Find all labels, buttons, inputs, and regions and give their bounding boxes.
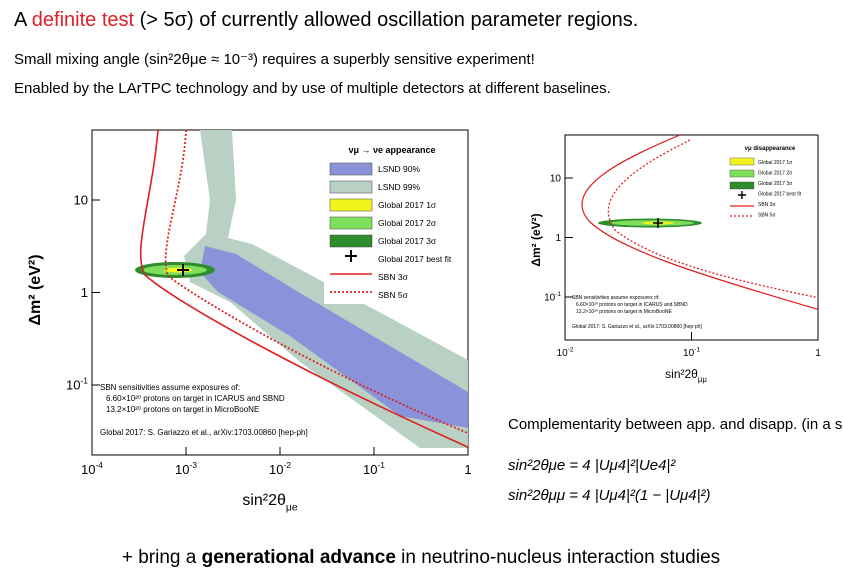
legend-label: Global 2017 best fit bbox=[378, 254, 452, 264]
legend-title: νμ disappearance bbox=[745, 146, 796, 152]
tick-label: 10-1 bbox=[363, 460, 385, 477]
tick-label: 1 bbox=[464, 462, 471, 477]
legend-label: SBN 5σ bbox=[758, 213, 776, 219]
tick-label: 10-2 bbox=[269, 460, 291, 477]
right-plot: νμ disappearance bbox=[564, 134, 819, 341]
note: 6.60×10²⁰ protons on target in ICARUS an… bbox=[106, 394, 285, 403]
tick-base: 1 bbox=[81, 285, 88, 300]
tick-base: 10 bbox=[269, 462, 283, 477]
tick-base: 1 bbox=[555, 233, 561, 244]
x-axis-label: sin²2θμμ bbox=[665, 367, 707, 384]
tick-exp: -1 bbox=[555, 291, 561, 298]
y-axis-label: Δm² (eV²) bbox=[27, 254, 44, 325]
tick-base: 10 bbox=[557, 348, 569, 359]
tick-label: 10 bbox=[550, 174, 562, 185]
tick-label: 10-1 bbox=[66, 376, 88, 393]
formula: sin²2θμe = 4 |Uμ4|²|Ue4|² bbox=[508, 457, 676, 474]
tick-label: 10-4 bbox=[81, 460, 103, 477]
tick-base: 10 bbox=[74, 193, 88, 208]
tick-label: 10-2 bbox=[557, 347, 574, 360]
title-text: A bbox=[14, 9, 32, 31]
formula: sin²2θμμ = 4 |Uμ4|²(1 − |Uμ4|²) bbox=[508, 487, 710, 504]
tick-base: 1 bbox=[464, 462, 471, 477]
tick-base: 1 bbox=[815, 348, 821, 359]
title: A definite test (> 5σ) of currently allo… bbox=[14, 9, 638, 31]
note: Global 2017: S. Gariazzo et al., arXiv:1… bbox=[100, 428, 308, 437]
tick-base: 10 bbox=[175, 462, 189, 477]
tick-base: 10 bbox=[66, 378, 80, 393]
legend-label: Global 2017 3σ bbox=[758, 181, 793, 187]
subtitle: Small mixing angle (sin²2θμe ≈ 10⁻³) req… bbox=[14, 51, 535, 68]
legend-label: SBN 5σ bbox=[378, 290, 409, 300]
title-highlight: definite test bbox=[32, 9, 135, 31]
tick-base: 10 bbox=[363, 462, 377, 477]
footer-text: in neutrino-nucleus interaction studies bbox=[396, 547, 720, 568]
left-plot: νμ → νe appearance bbox=[91, 129, 469, 456]
tick-label: 1 bbox=[555, 233, 561, 244]
tick-base: 10 bbox=[550, 174, 562, 185]
legend-label: Global 2017 1σ bbox=[758, 160, 793, 166]
x-label-main: sin²2θ bbox=[665, 367, 698, 381]
note: 13.2×10²⁰ protons on target in MicroBooN… bbox=[576, 309, 672, 315]
tick-label: 1 bbox=[815, 348, 821, 359]
legend-label: Global 2017 1σ bbox=[378, 200, 437, 210]
tick-exp: -2 bbox=[283, 460, 291, 470]
note: SBN sensitivities assume exposures of: bbox=[100, 383, 240, 392]
tick-base: 10 bbox=[81, 462, 95, 477]
tick-label: 10 bbox=[74, 193, 88, 208]
tick-base: 10 bbox=[544, 293, 556, 304]
tick-label: 10-1 bbox=[544, 291, 561, 304]
y-axis-label: Δm² (eV²) bbox=[529, 213, 543, 266]
complementarity: Complementarity between app. and disapp.… bbox=[508, 416, 843, 433]
note: SBN sensitivities assume exposures of: bbox=[572, 295, 660, 301]
legend-label: SBN 3σ bbox=[378, 272, 409, 282]
tick-exp: -2 bbox=[568, 347, 574, 354]
legend-title: νμ → νe appearance bbox=[348, 145, 435, 155]
footer-text: + bring a bbox=[122, 547, 202, 568]
tick-exp: -1 bbox=[80, 376, 88, 386]
tick-label: 10-3 bbox=[175, 460, 197, 477]
note: 13.2×10²⁰ protons on target in MicroBooN… bbox=[106, 405, 259, 414]
note: Global 2017: S. Gariazzo et al., arXiv:1… bbox=[572, 324, 702, 330]
x-axis-label: sin²2θμe bbox=[242, 492, 298, 514]
x-label-sub: μe bbox=[286, 503, 298, 514]
legend-label: Global 2017 2σ bbox=[758, 171, 793, 177]
title-text: (> 5σ) of currently allowed oscillation … bbox=[134, 9, 638, 31]
footer: + bring a generational advance in neutri… bbox=[122, 547, 720, 568]
tick-exp: -4 bbox=[95, 460, 103, 470]
x-label-sub: μμ bbox=[698, 375, 707, 384]
tick-exp: -1 bbox=[694, 347, 700, 354]
tick-base: 10 bbox=[683, 348, 695, 359]
legend-label: Global 2017 3σ bbox=[378, 236, 437, 246]
note: 6.60×10²⁰ protons on target in ICARUS an… bbox=[576, 302, 688, 308]
footer-bold: generational advance bbox=[202, 547, 396, 568]
legend-label: LSND 90% bbox=[378, 164, 420, 174]
legend-label: SBN 3σ bbox=[758, 202, 776, 208]
legend-label: Global 2017 2σ bbox=[378, 218, 437, 228]
subtitle: Enabled by the LArTPC technology and by … bbox=[14, 80, 611, 97]
tick-exp: -3 bbox=[189, 460, 197, 470]
tick-label: 1 bbox=[81, 285, 88, 300]
legend-label: LSND 99% bbox=[378, 182, 420, 192]
tick-exp: -1 bbox=[377, 460, 385, 470]
legend-label: Global 2017 best fit bbox=[758, 192, 802, 198]
x-label-main: sin²2θ bbox=[242, 492, 286, 509]
tick-label: 10-1 bbox=[683, 347, 700, 360]
